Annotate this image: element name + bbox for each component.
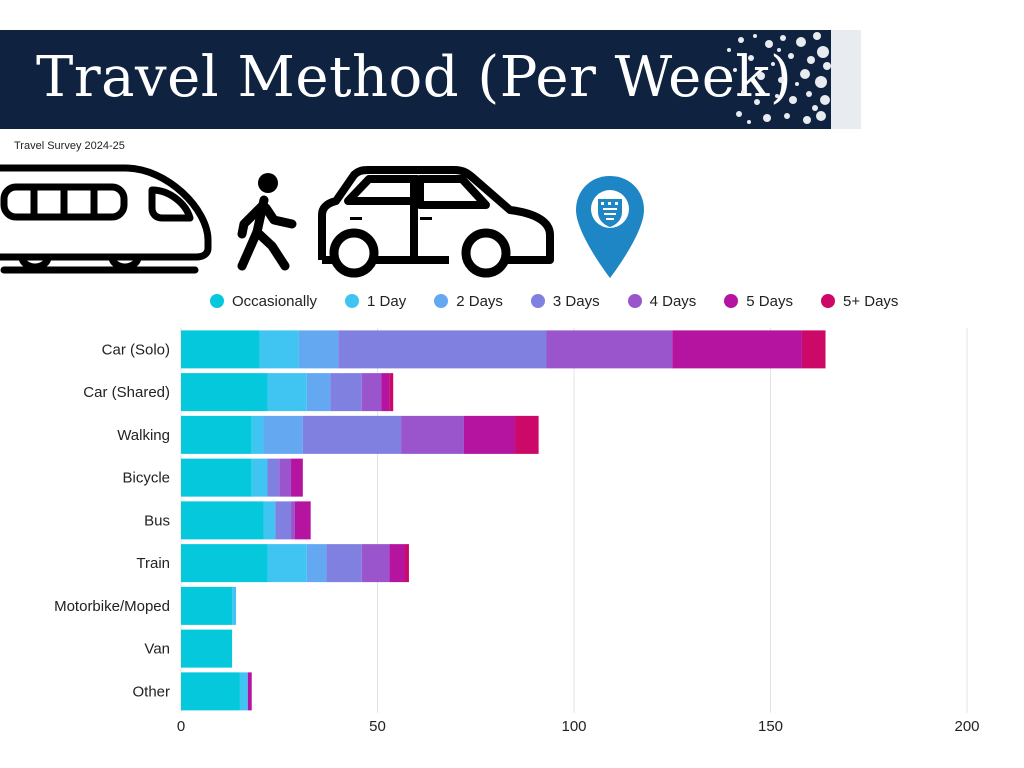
- bar-segment: [291, 501, 295, 540]
- bar-segment: [389, 544, 406, 583]
- bar-segment: [279, 458, 292, 497]
- bar-segment: [405, 544, 409, 583]
- legend-label: 3 Days: [552, 292, 600, 310]
- train-icon: [0, 164, 212, 274]
- category-label: Walking: [117, 427, 170, 444]
- bar-segment: [267, 373, 307, 412]
- stacked-bar-chart: Car (Solo) Car (Shared) Walking Bicycle Bus T…: [54, 328, 980, 735]
- legend-swatch: [627, 294, 642, 308]
- legend-item: Occasionally: [210, 293, 317, 310]
- x-tick-label: 50: [369, 718, 386, 735]
- bar-segment: [181, 501, 264, 540]
- bar-segment: [263, 415, 303, 454]
- paint-texture-decoration: [727, 30, 861, 129]
- bar-segment: [267, 544, 307, 583]
- category-label: Bicycle: [122, 470, 170, 487]
- bar-segment: [294, 501, 311, 540]
- bar-segment: [672, 330, 802, 369]
- legend-item: 2 Days: [434, 293, 503, 310]
- bar-segment: [251, 415, 264, 454]
- bar-segment: [401, 415, 464, 454]
- bar-segment: [330, 373, 362, 412]
- legend-label: 5 Days: [746, 292, 793, 310]
- bar-segment: [306, 544, 327, 583]
- bar-segment: [338, 330, 547, 369]
- bar-segment: [801, 330, 826, 369]
- x-tick-label: 0: [177, 718, 185, 735]
- bar-segment: [239, 672, 248, 711]
- bar-segment: [181, 415, 252, 454]
- bar-segment: [181, 458, 252, 497]
- x-tick-label: 150: [758, 718, 783, 735]
- bar-segment: [361, 373, 382, 412]
- legend-label: Occasionally: [232, 292, 318, 310]
- bar-segment: [181, 672, 240, 711]
- bar-segment: [298, 330, 339, 369]
- bar-segment: [181, 373, 268, 412]
- category-label: Van: [144, 641, 170, 658]
- bar-segment: [515, 415, 539, 454]
- legend-swatch: [820, 294, 835, 308]
- category-label: Motorbike/Moped: [54, 598, 170, 615]
- page-title: Travel Method (Per Week): [36, 45, 793, 110]
- title-banner: Travel Method (Per Week): [0, 30, 861, 129]
- bar-segment: [302, 415, 402, 454]
- bar-segment: [181, 330, 260, 369]
- chart-legend: Occasionally 1 Day 2 Days 3 Days 4 Days 5 Day…: [210, 290, 898, 312]
- legend-item: 3 Days: [530, 292, 600, 310]
- bar-segment: [361, 544, 390, 583]
- legend-swatch: [530, 294, 545, 308]
- x-tick-label: 200: [954, 718, 979, 735]
- legend-label: 2 Days: [456, 292, 503, 310]
- bar-segment: [291, 458, 303, 497]
- bar-segment: [181, 629, 233, 668]
- car-icon: [318, 166, 554, 278]
- bar-segment: [181, 544, 268, 583]
- legend-item: 5+ Days: [820, 292, 899, 310]
- bar-segment: [263, 501, 276, 540]
- bar-segment: [306, 373, 331, 412]
- bar-segment: [389, 373, 394, 412]
- legend-label: 1 Day: [367, 292, 407, 310]
- legend-label: 5+ Days: [842, 292, 899, 310]
- bar-segment: [381, 373, 390, 412]
- legend-item: 1 Day: [345, 293, 406, 310]
- bar-segment: [247, 672, 252, 711]
- legend-swatch: [434, 294, 449, 308]
- bar-segment: [275, 501, 292, 540]
- survey-subtitle: Travel Survey 2024-25: [14, 140, 125, 152]
- legend-swatch: [724, 294, 739, 308]
- bar-segment: [232, 586, 237, 625]
- location-pin-icon: [576, 176, 644, 278]
- bar-segment: [181, 586, 233, 625]
- bar-segment: [546, 330, 673, 369]
- category-label: Bus: [144, 512, 170, 529]
- category-label: Car (Shared): [83, 384, 170, 401]
- legend-item: 5 Days: [724, 293, 793, 310]
- legend-item: 4 Days: [627, 292, 697, 310]
- legend-swatch: [345, 294, 360, 308]
- walking-person-icon: [237, 173, 297, 271]
- bar-segment: [463, 415, 516, 454]
- category-label: Train: [136, 555, 170, 572]
- bar-segment: [251, 458, 268, 497]
- category-label: Other: [132, 683, 170, 700]
- bar-segment: [326, 544, 362, 583]
- bar-segment: [259, 330, 299, 369]
- x-tick-label: 100: [561, 718, 586, 735]
- category-label: Car (Solo): [102, 341, 170, 358]
- legend-label: 4 Days: [649, 292, 697, 310]
- bar-segment: [267, 458, 280, 497]
- legend-swatch: [210, 294, 224, 308]
